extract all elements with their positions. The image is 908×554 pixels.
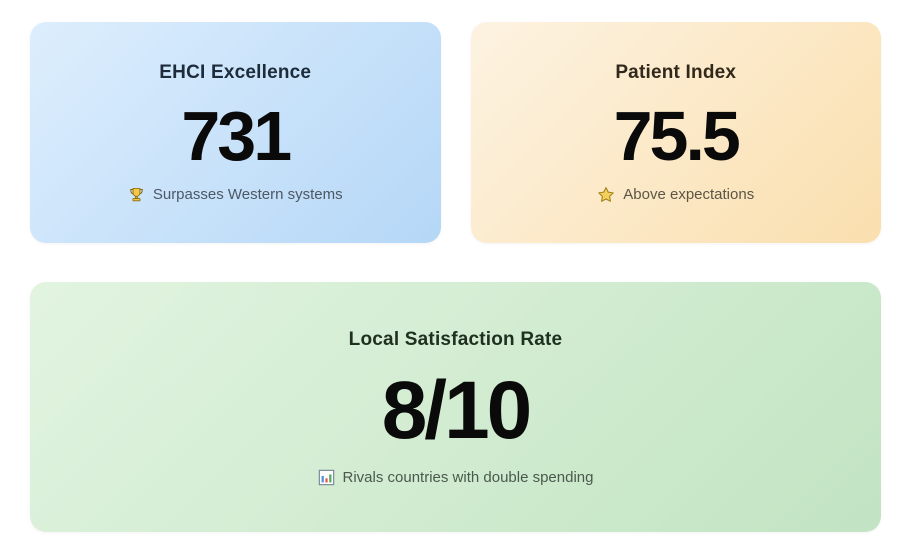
stat-value: 75.5 [613,96,741,175]
bar-chart-icon [318,469,335,486]
stat-card-ehci-excellence: EHCI Excellence 731 Surpasses Western sy… [30,22,441,243]
stat-caption-text: Above expectations [623,186,755,203]
trophy-icon [128,186,145,203]
stat-caption: Above expectations [597,186,754,204]
card-title: Patient Index [615,61,737,83]
stat-value: 8/10 [381,364,533,456]
card-title: Local Satisfaction Rate [348,328,563,350]
stat-value: 731 [181,97,292,175]
card-title: EHCI Excellence [159,62,312,83]
stat-caption-text: Rivals countries with double spending [342,468,594,486]
stat-card-local-satisfaction-rate: Local Satisfaction Rate 8/10 Rivals coun… [30,282,881,532]
star-icon [597,186,615,204]
stat-caption: Rivals countries with double spending [318,468,594,486]
top-card-row: EHCI Excellence 731 Surpasses Western sy… [30,22,881,243]
stat-caption-text: Surpasses Western systems [152,186,343,203]
stat-card-patient-index: Patient Index 75.5 Above expectations [470,22,881,243]
stat-caption: Surpasses Western systems [128,186,343,203]
